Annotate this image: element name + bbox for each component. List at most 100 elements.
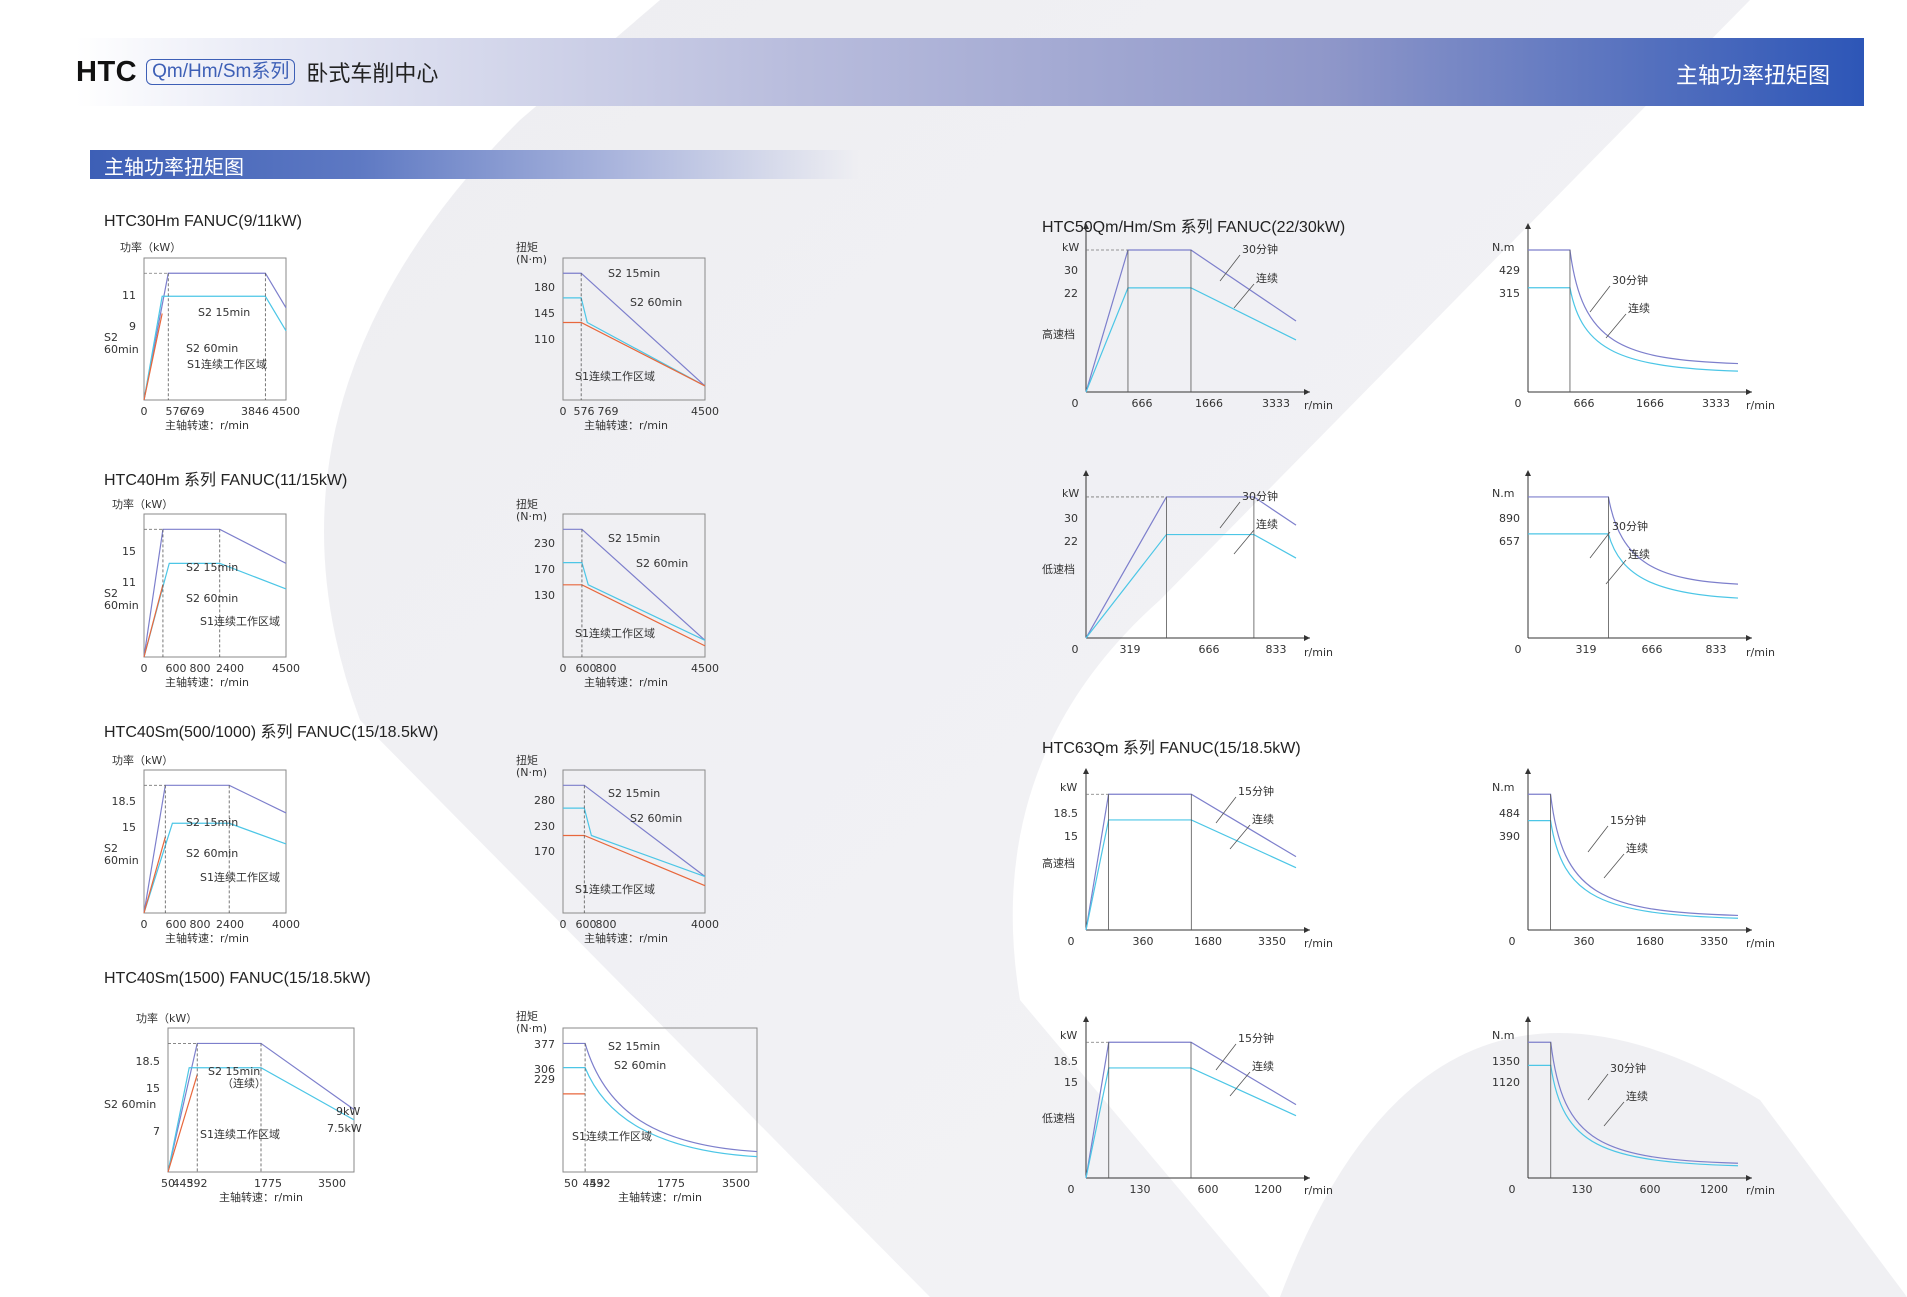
y-tick-label: 18.5 xyxy=(112,795,137,808)
series-label: 连续 xyxy=(1628,301,1650,315)
x-tick-label: 1775 xyxy=(657,1177,685,1190)
series-label: S2 15min xyxy=(608,1040,660,1053)
x-tick-label: 443 xyxy=(583,1177,604,1190)
y-axis-label: kW xyxy=(1060,1029,1077,1042)
y-axis-arrow xyxy=(1083,768,1089,774)
y-tick-label: 30 xyxy=(1064,512,1078,525)
x-tick-label: 576 xyxy=(574,405,595,418)
x-tick-label: 0 xyxy=(560,662,567,675)
x-tick-label: 0 xyxy=(1509,935,1516,948)
gear-label: 低速档 xyxy=(1042,562,1075,576)
y-axis-arrow xyxy=(1083,1016,1089,1022)
chart-c3p xyxy=(143,769,287,914)
y-axis-label: 扭矩 xyxy=(516,240,538,254)
x-tick-label: 2400 xyxy=(216,662,244,675)
y-axis-label: N.m xyxy=(1492,241,1514,254)
x-tick-label: 4000 xyxy=(691,918,719,931)
series-line-2 xyxy=(1085,1067,1297,1179)
x-tick-label: 592 xyxy=(590,1177,611,1190)
y-tick-label: 11 xyxy=(122,576,136,589)
x-tick-label: 4500 xyxy=(691,405,719,418)
y-tick-label: 15 xyxy=(122,545,136,558)
region-label: S1连续工作区域 xyxy=(200,614,280,628)
series-label: S2 15min xyxy=(198,306,250,319)
series-label: 连续 xyxy=(1252,812,1274,826)
series-line-1 xyxy=(167,1042,355,1173)
x-tick-label: 0 xyxy=(141,662,148,675)
y-tick-label: 15 xyxy=(146,1082,160,1095)
y-tick-label: 30 xyxy=(1064,264,1078,277)
series-label: （连续） xyxy=(222,1076,266,1090)
y-tick-label: 890 xyxy=(1499,512,1520,525)
y-tick-label: 15 xyxy=(1064,830,1078,843)
series-line-1 xyxy=(1528,793,1739,917)
x-tick-label: 600 xyxy=(166,918,187,931)
x-axis-unit: r/min xyxy=(1746,646,1775,659)
series-line-1 xyxy=(1528,249,1739,365)
side-label: 60min xyxy=(104,343,139,356)
x-tick-label: 592 xyxy=(187,1177,208,1190)
series-line-1 xyxy=(563,528,706,641)
series-label: S2 15min xyxy=(608,532,660,545)
region-label: S1连续工作区域 xyxy=(200,870,280,884)
x-tick-label: 769 xyxy=(598,405,619,418)
y-axis-label: N.m xyxy=(1492,781,1514,794)
y-tick-label: 306 xyxy=(534,1063,555,1076)
y-tick-label: 9 xyxy=(129,320,136,333)
x-axis-arrow xyxy=(1746,927,1752,933)
series-label: 30分钟 xyxy=(1612,519,1648,533)
section-header: 主轴功率扭矩图 xyxy=(90,150,860,179)
series-line-2 xyxy=(167,1067,355,1173)
y-tick-label: 15 xyxy=(1064,1076,1078,1089)
gear-label: 高速档 xyxy=(1042,856,1075,870)
region-label: S1连续工作区域 xyxy=(200,1127,280,1141)
page-title: 主轴功率扭矩图 xyxy=(1675,64,1830,89)
x-axis-label: 主轴转速：r/min xyxy=(219,1190,303,1204)
x-axis-arrow xyxy=(1746,635,1752,641)
value-label: 9kW xyxy=(336,1105,360,1118)
series-line-2 xyxy=(1085,819,1297,931)
y-axis-label: (N·m) xyxy=(516,1022,547,1035)
x-tick-label: 600 xyxy=(166,662,187,675)
x-tick-label: 360 xyxy=(1133,935,1154,948)
y-axis-label: kW xyxy=(1060,781,1077,794)
series-label: S2 15min xyxy=(208,1065,260,1078)
series-label: 30分钟 xyxy=(1242,242,1278,256)
y-tick-label: 15 xyxy=(122,821,136,834)
y-tick-label: 315 xyxy=(1499,287,1520,300)
x-tick-label: 4500 xyxy=(272,662,300,675)
x-tick-label: 0 xyxy=(1515,643,1522,656)
series-line-1 xyxy=(1528,1041,1739,1164)
label-leader xyxy=(1605,559,1627,585)
x-tick-label: 50 xyxy=(564,1177,578,1190)
side-label: 60min xyxy=(104,599,139,612)
y-tick-label: 170 xyxy=(534,845,555,858)
series-line-1 xyxy=(1085,249,1297,393)
plot-frame xyxy=(143,513,287,658)
x-tick-label: 600 xyxy=(1640,1183,1661,1196)
chart-c4p xyxy=(167,1027,355,1173)
label-leader xyxy=(1219,501,1241,529)
x-tick-label: 0 xyxy=(1068,1183,1075,1196)
y-tick-label: 390 xyxy=(1499,830,1520,843)
x-tick-label: 1666 xyxy=(1195,397,1223,410)
x-tick-label: 4500 xyxy=(691,662,719,675)
x-axis-unit: r/min xyxy=(1304,646,1333,659)
y-tick-label: 657 xyxy=(1499,535,1520,548)
x-tick-label: 1666 xyxy=(1636,397,1664,410)
side-label: S2 xyxy=(104,842,118,855)
series-line-1 xyxy=(1528,496,1739,585)
chart-c6t xyxy=(1525,470,1752,641)
y-tick-label: 18.5 xyxy=(136,1055,161,1068)
label-leader xyxy=(1215,1043,1237,1071)
x-axis-label: 主轴转速：r/min xyxy=(584,931,668,945)
x-axis-unit: r/min xyxy=(1304,1184,1333,1197)
series-line-2 xyxy=(143,295,287,401)
plot-frame xyxy=(143,769,287,914)
label-leader xyxy=(1219,254,1241,282)
series-label: 15分钟 xyxy=(1610,813,1646,827)
series-label: 15分钟 xyxy=(1238,1031,1274,1045)
y-axis-arrow xyxy=(1083,470,1089,476)
x-axis-unit: r/min xyxy=(1746,1184,1775,1197)
